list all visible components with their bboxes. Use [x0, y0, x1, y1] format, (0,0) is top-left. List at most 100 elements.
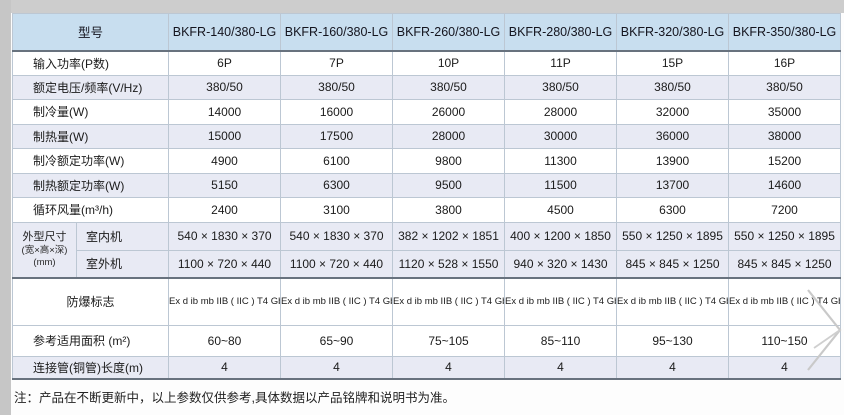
table-row-cooling-capacity: 制冷量(W) 14000 16000 26000 28000 32000 350…: [11, 99, 842, 125]
table-row-heating-capacity: 制热量(W) 15000 17500 28000 30000 36000 380…: [11, 123, 842, 149]
cell-value: 2400: [168, 197, 282, 223]
row-label: 制冷额定功率(W): [11, 148, 170, 174]
dimensions-label-line2: (宽×高×深): [21, 244, 68, 256]
cell-value: 380/50: [168, 74, 282, 100]
cell-value: 7P: [280, 50, 394, 76]
cell-value: 1100 × 720 × 440: [280, 249, 394, 279]
cell-value: 28000: [504, 99, 618, 125]
cell-value: 380/50: [504, 74, 618, 100]
cell-value: 4: [168, 355, 282, 380]
row-label: 防爆标志: [11, 277, 170, 326]
cell-value: 1100 × 720 × 440: [168, 249, 282, 279]
indoor-unit-label: 室内机: [75, 221, 170, 251]
cell-value: 75~105: [392, 324, 506, 357]
dimensions-label-line1: 外型尺寸: [22, 231, 67, 244]
table-row-pipe-length: 连接管(铜管)长度(m) 4 4 4 4 4 4: [11, 355, 842, 380]
cell-value: 380/50: [392, 74, 506, 100]
row-label: 额定电压/频率(V/Hz): [11, 74, 170, 100]
cell-value: 9800: [392, 148, 506, 174]
cell-value: 1120 × 528 × 1550: [392, 249, 506, 279]
cell-value: 6300: [616, 197, 730, 223]
cell-value: 30000: [504, 123, 618, 149]
cell-value: 3100: [280, 197, 394, 223]
cell-value: 380/50: [280, 74, 394, 100]
cell-value: 7200: [728, 197, 842, 223]
cell-value: 10P: [392, 50, 506, 76]
table-row-voltage: 额定电压/频率(V/Hz) 380/50 380/50 380/50 380/5…: [11, 74, 842, 100]
table-row-input-power: 输入功率(P数) 6P 7P 10P 11P 15P 16P: [11, 50, 842, 76]
cell-value: 28000: [392, 123, 506, 149]
cell-value: Ex d ib mb IIB ( IIC ) T4 Gb: [392, 277, 506, 326]
spec-table: 型号 BKFR-140/380-LG BKFR-160/380-LG BKFR-…: [11, 13, 842, 380]
model-header-row: 型号 BKFR-140/380-LG BKFR-160/380-LG BKFR-…: [11, 13, 842, 51]
cell-value: 4: [392, 355, 506, 380]
cell-value: Ex d ib mb IIB ( IIC ) T4 Gb: [616, 277, 730, 326]
cell-value: 3800: [392, 197, 506, 223]
cell-value: 845 × 845 × 1250: [728, 249, 842, 279]
cell-value: 13900: [616, 148, 730, 174]
table-row-heating-rated-power: 制热额定功率(W) 5150 6300 9500 11500 13700 146…: [11, 172, 842, 198]
model-header-cell: BKFR-160/380-LG: [280, 13, 394, 51]
dimensions-label: 外型尺寸 (宽×高×深) (mm): [12, 221, 77, 279]
row-label: 制冷量(W): [11, 99, 170, 125]
cell-value: 550 × 1250 × 1895: [616, 221, 730, 251]
model-header-label: 型号: [11, 13, 170, 51]
cell-value: 14000: [168, 99, 282, 125]
cell-value: 540 × 1830 × 370: [280, 221, 394, 251]
cell-value: 382 × 1202 × 1851: [392, 221, 506, 251]
cell-value: 26000: [392, 99, 506, 125]
cell-value: 65~90: [280, 324, 394, 357]
cell-value: 15200: [728, 148, 842, 174]
cell-value: 6100: [280, 148, 394, 174]
cell-value: 15000: [168, 123, 282, 149]
table-row-cooling-rated-power: 制冷额定功率(W) 4900 6100 9800 11300 13900 152…: [11, 148, 842, 174]
cell-value: 35000: [728, 99, 842, 125]
cell-value: 36000: [616, 123, 730, 149]
cell-value: 6P: [168, 50, 282, 76]
spec-table-container: 型号 BKFR-140/380-LG BKFR-160/380-LG BKFR-…: [11, 13, 842, 380]
cell-value: 32000: [616, 99, 730, 125]
cell-value: 14600: [728, 172, 842, 198]
cell-value: 5150: [168, 172, 282, 198]
outdoor-unit-label: 室外机: [75, 249, 170, 279]
cell-value: 60~80: [168, 324, 282, 357]
cell-value: 17500: [280, 123, 394, 149]
cell-value: 540 × 1830 × 370: [168, 221, 282, 251]
cell-value: 16000: [280, 99, 394, 125]
cell-value: 110~150: [728, 324, 842, 357]
cell-value: 4: [504, 355, 618, 380]
cell-value: 11500: [504, 172, 618, 198]
page-left-edge: [0, 0, 11, 415]
cell-value: 95~130: [616, 324, 730, 357]
row-label: 制热量(W): [11, 123, 170, 149]
cell-value: 16P: [728, 50, 842, 76]
cell-value: Ex d ib mb IIB ( IIC ) T4 Gb: [728, 277, 842, 326]
cell-value: 400 × 1200 × 1850: [504, 221, 618, 251]
row-label: 参考适用面积 (m²): [11, 324, 170, 357]
footnote-text: 注：产品在不断更新中，以上参数仅供参考,具体数据以产品铭牌和说明书为准。: [14, 391, 455, 405]
model-header-cell: BKFR-280/380-LG: [504, 13, 618, 51]
cell-value: 11P: [504, 50, 618, 76]
cell-value: Ex d ib mb IIB ( IIC ) T4 Gb: [504, 277, 618, 326]
cell-value: 4500: [504, 197, 618, 223]
row-label: 输入功率(P数): [11, 50, 170, 76]
cell-value: 940 × 320 × 1430: [504, 249, 618, 279]
cell-value: 85~110: [504, 324, 618, 357]
cell-value: 9500: [392, 172, 506, 198]
row-label: 制热额定功率(W): [11, 172, 170, 198]
table-row-applicable-area: 参考适用面积 (m²) 60~80 65~90 75~105 85~110 95…: [11, 324, 842, 357]
cell-value: 4: [616, 355, 730, 380]
cell-value: 845 × 845 × 1250: [616, 249, 730, 279]
cell-value: 4900: [168, 148, 282, 174]
cell-value: 6300: [280, 172, 394, 198]
table-row-air-circulation: 循环风量(m³/h) 2400 3100 3800 4500 6300 7200: [11, 197, 842, 223]
cell-value: Ex d ib mb IIB ( IIC ) T4 Gb: [168, 277, 282, 326]
cell-value: 11300: [504, 148, 618, 174]
table-row-dimensions-outdoor: 室外机 1100 × 720 × 440 1100 × 720 × 440 11…: [12, 249, 842, 279]
cell-value: 13700: [616, 172, 730, 198]
cell-value: 4: [728, 355, 842, 380]
dimensions-label-line3: (mm): [33, 256, 56, 268]
cell-value: 550 × 1250 × 1895: [728, 221, 842, 251]
table-row-dimensions-indoor: 外型尺寸 (宽×高×深) (mm) 室内机 540 × 1830 × 370 5…: [12, 221, 842, 279]
page-top-edge: [0, 0, 844, 13]
